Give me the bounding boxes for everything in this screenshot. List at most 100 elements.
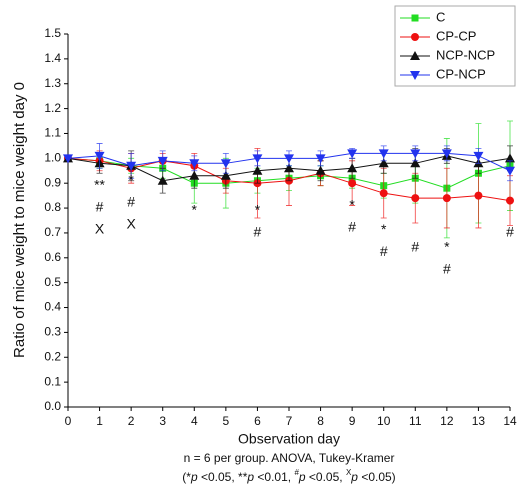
significance-mark: # <box>443 261 451 277</box>
point <box>410 158 421 168</box>
footnote: n = 6 per group. ANOVA, Tukey-Kramer <box>184 451 395 465</box>
x-tick-label: 0 <box>65 414 72 428</box>
significance-mark: # <box>254 223 262 239</box>
legend-label: CP-CP <box>436 28 476 43</box>
y-tick-label: 0.1 <box>44 374 61 388</box>
x-tick-label: 7 <box>286 414 293 428</box>
y-tick-label: 0.8 <box>44 200 61 214</box>
y-tick-label: 0.2 <box>44 349 61 363</box>
significance-mark: # <box>96 198 104 214</box>
x-tick-label: 13 <box>472 414 486 428</box>
y-tick-label: 1.4 <box>44 51 61 65</box>
fn: p <box>246 470 254 484</box>
significance-mark: # <box>380 243 388 259</box>
significance-mark: * <box>381 221 387 237</box>
legend-marker <box>411 33 419 41</box>
x-tick-label: 6 <box>254 414 261 428</box>
point <box>94 151 105 161</box>
x-tick-label: 11 <box>409 414 422 428</box>
legend-marker <box>410 71 420 80</box>
point <box>347 149 358 159</box>
point <box>252 154 263 164</box>
legend-label: C <box>436 9 445 24</box>
significance-mark: * <box>128 171 134 187</box>
fn: <0.05, ** <box>198 470 248 484</box>
legend-label: NCP-NCP <box>436 47 495 62</box>
x-tick-label: 3 <box>159 414 166 428</box>
point <box>189 159 200 169</box>
point <box>410 149 421 159</box>
significance-mark: * <box>192 201 198 217</box>
point <box>315 165 326 175</box>
x-tick-label: 4 <box>191 414 198 428</box>
fn: <0.05, <box>306 470 346 484</box>
fn: <0.05) <box>358 470 396 484</box>
significance-mark: ** <box>94 176 105 192</box>
legend-marker <box>411 14 419 22</box>
point <box>441 149 452 159</box>
significance-mark: * <box>255 201 261 217</box>
fn: (* <box>182 470 191 484</box>
point <box>378 149 389 159</box>
y-tick-label: 0.4 <box>44 300 61 314</box>
significance-mark: # <box>348 218 356 234</box>
point <box>189 170 200 180</box>
significance-mark: * <box>444 239 450 255</box>
point <box>378 158 389 168</box>
x-tick-label: 9 <box>349 414 356 428</box>
x-axis-label: Observation day <box>238 431 340 447</box>
x-tick-label: 10 <box>377 414 391 428</box>
x-tick-label: 8 <box>317 414 324 428</box>
point <box>63 154 73 164</box>
point <box>379 189 388 198</box>
point <box>411 194 420 203</box>
y-axis-label: Ratio of mice weight to mice weight day … <box>11 82 28 358</box>
point <box>284 163 294 173</box>
point <box>505 166 515 176</box>
x-tick-label: 5 <box>223 414 230 428</box>
fn: p <box>298 470 306 484</box>
point <box>474 191 483 200</box>
fn: p <box>350 470 358 484</box>
point <box>506 196 514 205</box>
x-tick-label: 1 <box>96 414 103 428</box>
y-tick-label: 1.0 <box>44 151 61 165</box>
y-tick-label: 0.9 <box>44 175 61 189</box>
point <box>348 179 357 188</box>
point <box>315 154 326 164</box>
point <box>126 161 137 171</box>
y-tick-label: 0.7 <box>44 225 61 239</box>
legend-label: CP-NCP <box>436 66 486 81</box>
footnote-legend: (*p <0.05, **p <0.01, #p <0.05, Xp <0.05… <box>182 468 395 484</box>
y-tick-label: 0.5 <box>44 275 61 289</box>
point <box>157 175 168 185</box>
significance-mark: * <box>349 196 355 212</box>
y-tick-label: 0.0 <box>44 399 61 413</box>
fn: X <box>346 468 352 477</box>
x-tick-label: 12 <box>440 414 454 428</box>
significance-mark: X <box>126 215 136 231</box>
y-tick-label: 1.2 <box>44 101 61 115</box>
fn: <0.01, <box>254 470 294 484</box>
point <box>284 154 294 164</box>
y-tick-label: 1.3 <box>44 76 61 90</box>
fn: p <box>190 470 198 484</box>
y-tick-label: 1.1 <box>44 126 61 140</box>
y-tick-label: 0.3 <box>44 325 61 339</box>
point <box>505 153 515 163</box>
x-tick-label: 2 <box>128 414 135 428</box>
x-tick-label: 14 <box>503 414 517 428</box>
significance-mark: # <box>411 239 419 255</box>
significance-mark: # <box>127 193 135 209</box>
significance-mark: X <box>95 220 105 236</box>
point <box>220 170 231 180</box>
legend-marker <box>410 51 420 60</box>
point <box>347 163 358 173</box>
point <box>252 165 263 175</box>
point <box>442 194 451 203</box>
y-tick-label: 1.5 <box>44 26 61 40</box>
y-tick-label: 0.6 <box>44 250 61 264</box>
fn: # <box>294 468 299 477</box>
